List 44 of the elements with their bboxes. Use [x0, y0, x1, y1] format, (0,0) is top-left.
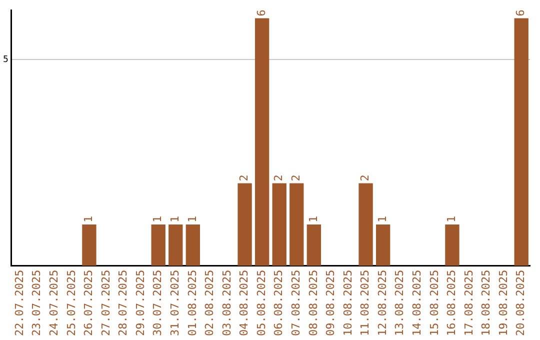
- data-label: 1: [376, 216, 389, 223]
- data-label: 2: [272, 174, 286, 182]
- data-label: 1: [82, 216, 96, 223]
- x-tick-label: 24.07.2025: [47, 270, 60, 336]
- x-tick-label: 22.07.2025: [12, 270, 26, 336]
- x-tick-label: 19.08.2025: [496, 270, 510, 336]
- x-tick-label: 08.08.2025: [306, 270, 320, 336]
- x-tick-label: 01.08.2025: [186, 270, 199, 336]
- data-label: 2: [238, 174, 251, 182]
- x-tick-label: 13.08.2025: [393, 270, 406, 336]
- x-tick-label: 25.07.2025: [64, 270, 78, 336]
- x-tick-label: 03.08.2025: [220, 270, 234, 336]
- data-label: 2: [290, 174, 302, 182]
- data-label: 1: [186, 216, 199, 223]
- x-tick-label: 31.07.2025: [168, 270, 182, 336]
- data-label: 1: [151, 216, 164, 223]
- x-tick-label: 29.07.2025: [134, 270, 147, 336]
- x-tick-label: 11.08.2025: [358, 270, 372, 336]
- data-label: 1: [445, 216, 458, 223]
- x-tick-label: 17.08.2025: [462, 270, 476, 336]
- x-tick-label: 27.07.2025: [99, 270, 112, 336]
- x-tick-label: 18.08.2025: [480, 270, 493, 336]
- data-label: 6: [514, 10, 528, 16]
- data-label: 1: [306, 216, 320, 223]
- x-tick-label: 10.08.2025: [341, 270, 354, 336]
- x-tick-label: 06.08.2025: [272, 270, 286, 336]
- x-tick-label: 14.08.2025: [410, 270, 424, 336]
- x-tick-label: 20.08.2025: [514, 270, 528, 336]
- x-tick-label: 12.08.2025: [376, 270, 389, 336]
- x-tick-label: 04.08.2025: [238, 270, 251, 336]
- x-tick-label: 09.08.2025: [324, 270, 338, 336]
- data-label: 2: [358, 174, 372, 182]
- data-label: 1: [168, 216, 182, 223]
- x-tick-label: 23.07.2025: [30, 270, 44, 336]
- x-tick-label: 02.08.2025: [203, 270, 216, 336]
- data-label: 6: [254, 10, 268, 16]
- x-tick-label: 26.07.2025: [82, 270, 96, 336]
- x-tick-label: 28.07.2025: [116, 270, 130, 336]
- y-tick-label: 5: [2, 54, 8, 65]
- x-tick-label: 15.08.2025: [428, 270, 441, 336]
- x-tick-label: 16.08.2025: [445, 270, 458, 336]
- x-tick-label: 05.08.2025: [254, 270, 268, 336]
- x-tick-label: 30.07.2025: [151, 270, 164, 336]
- x-tick-label: 07.08.2025: [290, 270, 302, 336]
